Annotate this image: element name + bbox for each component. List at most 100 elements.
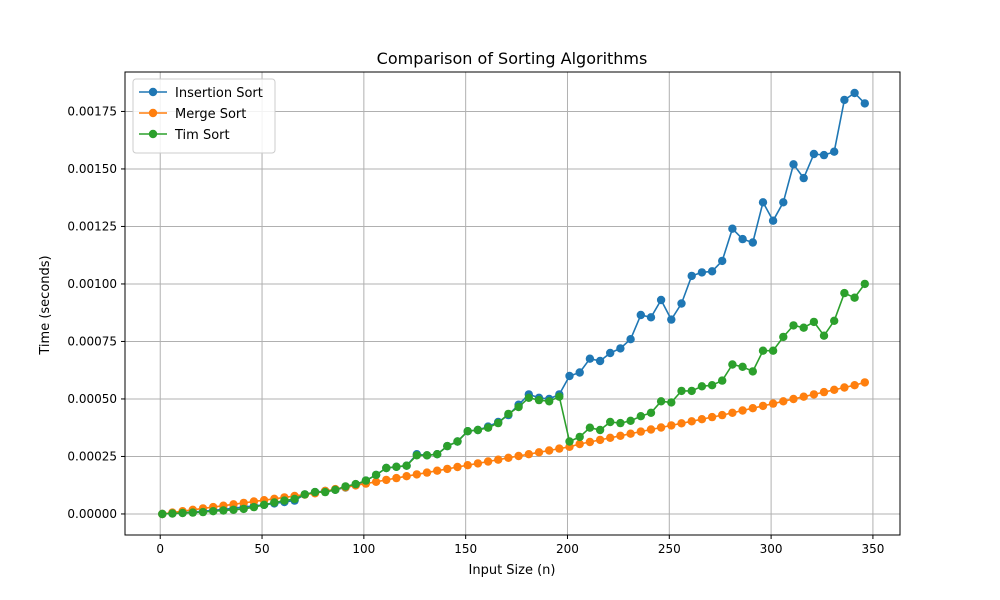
data-point-merge-sort xyxy=(585,437,595,447)
data-point-merge-sort xyxy=(402,472,411,481)
x-tick-label: 200 xyxy=(556,542,579,556)
data-point-merge-sort xyxy=(758,401,768,411)
legend-label: Insertion Sort xyxy=(175,86,263,101)
data-point-insertion-sort xyxy=(809,149,819,159)
x-axis-label: Input Size (n) xyxy=(469,563,556,578)
data-point-merge-sort xyxy=(738,406,747,415)
data-point-tim-sort xyxy=(290,494,299,504)
data-point-insertion-sort xyxy=(718,256,727,266)
data-point-insertion-sort xyxy=(789,160,798,169)
data-point-tim-sort xyxy=(504,409,513,419)
data-point-tim-sort xyxy=(483,423,493,432)
legend-item-tim-sort: Tim Sort xyxy=(139,128,230,143)
data-point-tim-sort xyxy=(158,509,167,519)
data-point-tim-sort xyxy=(616,418,625,428)
data-point-merge-sort xyxy=(626,429,635,438)
data-point-merge-sort xyxy=(412,470,421,479)
data-point-insertion-sort xyxy=(738,234,747,244)
x-tick-label: 250 xyxy=(658,542,681,556)
data-point-merge-sort xyxy=(789,394,798,404)
data-point-insertion-sort xyxy=(697,268,707,277)
data-point-insertion-sort xyxy=(595,356,605,366)
y-tick-label: 0.00025 xyxy=(67,449,117,463)
legend: Insertion Sort Merge Sort Tim Sort xyxy=(132,78,276,154)
data-point-tim-sort xyxy=(677,386,686,396)
series-tim-sort xyxy=(158,279,869,519)
data-point-merge-sort xyxy=(392,473,401,483)
data-point-insertion-sort xyxy=(840,95,849,105)
data-point-merge-sort xyxy=(524,450,533,459)
data-point-tim-sort xyxy=(178,508,187,518)
data-point-tim-sort xyxy=(361,476,371,485)
data-point-insertion-sort xyxy=(626,335,635,344)
data-point-tim-sort xyxy=(738,362,747,371)
data-point-tim-sort xyxy=(463,427,472,436)
data-point-merge-sort xyxy=(422,468,432,477)
data-point-merge-sort xyxy=(575,439,584,449)
data-point-merge-sort xyxy=(371,477,381,486)
data-point-merge-sort xyxy=(239,498,248,508)
series-line-tim-sort xyxy=(162,283,866,515)
data-point-tim-sort xyxy=(636,412,645,421)
data-point-merge-sort xyxy=(748,404,757,413)
legend-label: Merge Sort xyxy=(175,107,246,122)
x-tick-label: 150 xyxy=(454,542,477,556)
data-point-tim-sort xyxy=(341,482,350,491)
data-point-tim-sort xyxy=(392,462,401,471)
data-point-tim-sort xyxy=(819,331,829,340)
data-point-tim-sort xyxy=(422,451,432,460)
data-point-merge-sort xyxy=(646,425,656,434)
data-point-insertion-sort xyxy=(616,344,625,353)
data-point-merge-sort xyxy=(443,464,452,474)
data-point-tim-sort xyxy=(595,425,605,435)
data-point-tim-sort xyxy=(646,408,656,417)
data-point-tim-sort xyxy=(799,323,808,332)
data-point-insertion-sort xyxy=(687,271,696,281)
data-point-merge-sort xyxy=(677,419,686,428)
data-point-tim-sort xyxy=(473,425,483,435)
data-point-tim-sort xyxy=(331,485,340,494)
data-point-merge-sort xyxy=(636,427,645,436)
data-point-merge-sort xyxy=(555,444,564,453)
data-point-tim-sort xyxy=(555,392,564,401)
series-line-merge-sort xyxy=(162,381,866,515)
data-point-tim-sort xyxy=(280,496,289,505)
y-tick-label: 0.00075 xyxy=(67,334,117,348)
data-point-insertion-sort xyxy=(606,348,615,358)
data-point-merge-sort xyxy=(718,410,727,420)
data-point-merge-sort xyxy=(504,453,513,462)
data-point-tim-sort xyxy=(249,502,259,512)
data-point-tim-sort xyxy=(809,317,819,327)
data-point-tim-sort xyxy=(198,507,208,517)
x-tick-label: 50 xyxy=(254,542,269,556)
data-point-merge-sort xyxy=(809,390,819,399)
data-point-merge-sort xyxy=(840,383,849,392)
data-point-insertion-sort xyxy=(677,299,686,308)
data-point-tim-sort xyxy=(310,487,320,497)
data-point-merge-sort xyxy=(382,475,391,485)
data-point-merge-sort xyxy=(453,462,462,472)
data-point-tim-sort xyxy=(850,293,859,302)
data-point-tim-sort xyxy=(219,506,228,515)
data-point-merge-sort xyxy=(514,451,523,461)
data-point-tim-sort xyxy=(494,418,503,428)
data-point-insertion-sort xyxy=(850,88,859,98)
data-point-merge-sort xyxy=(595,435,605,445)
data-point-tim-sort xyxy=(748,367,757,376)
data-point-insertion-sort xyxy=(860,99,869,108)
data-point-insertion-sort xyxy=(575,368,584,377)
legend-box xyxy=(132,78,276,154)
data-point-tim-sort xyxy=(168,509,177,518)
data-point-tim-sort xyxy=(412,451,421,460)
data-point-tim-sort xyxy=(606,417,615,427)
data-point-insertion-sort xyxy=(819,150,829,160)
data-point-merge-sort xyxy=(667,421,676,430)
data-point-tim-sort xyxy=(585,423,595,432)
data-point-merge-sort xyxy=(707,412,717,422)
legend-swatch-marker xyxy=(148,87,158,97)
data-point-merge-sort xyxy=(656,423,666,432)
data-point-merge-sort xyxy=(606,433,615,442)
data-point-tim-sort xyxy=(351,479,360,489)
data-point-merge-sort xyxy=(463,461,472,470)
y-tick-label: 0.00000 xyxy=(67,507,117,521)
